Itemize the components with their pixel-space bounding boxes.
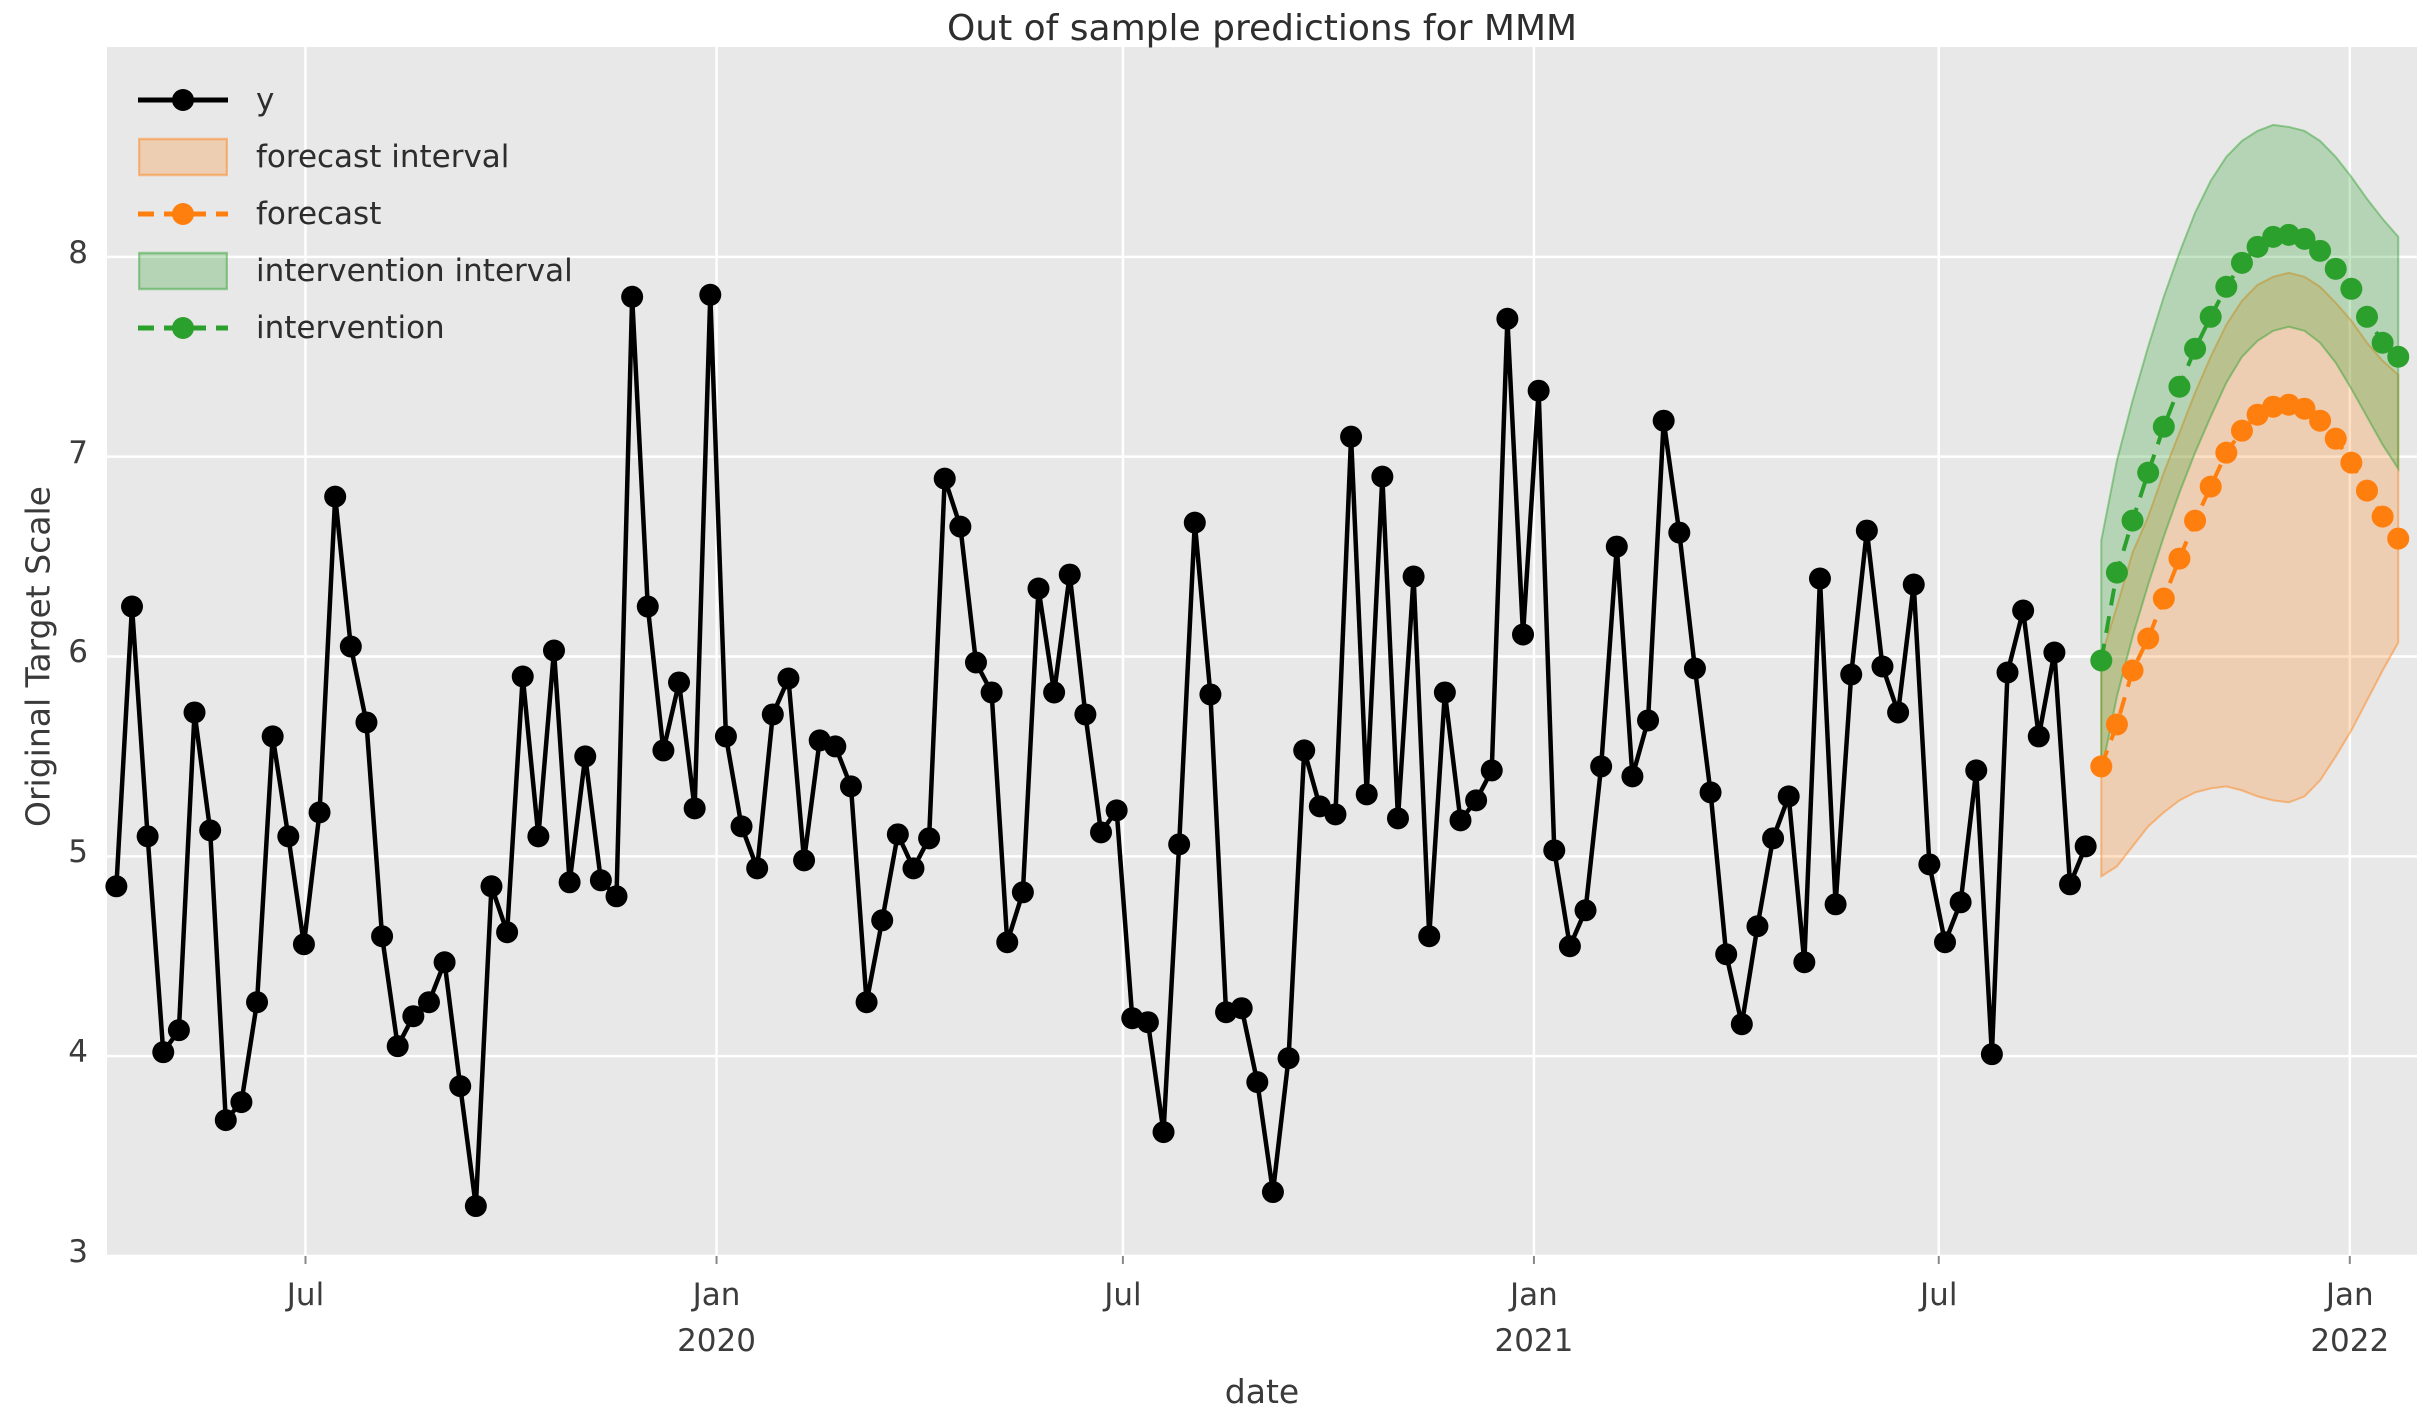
- line-marker-icon: [138, 78, 228, 122]
- y-tick-label: 8: [68, 234, 88, 271]
- x-axis-label: date: [1224, 1372, 1300, 1411]
- legend-label: y: [256, 82, 275, 118]
- patch-swatch-icon: [137, 135, 229, 179]
- legend-item-forecast: forecast: [138, 192, 573, 236]
- y-tick-label: 4: [68, 1034, 88, 1071]
- x-tick-label: Jul: [286, 1277, 325, 1313]
- y-tick-label: 7: [68, 434, 88, 471]
- legend-item-intervention: intervention: [138, 306, 573, 350]
- dashed-line-marker-icon: [138, 306, 228, 350]
- x-tick-label: Jul: [1104, 1277, 1142, 1313]
- legend: y forecast interval forecast: [137, 78, 573, 350]
- x-tick-label: Jan 2022: [2310, 1277, 2390, 1359]
- chart-title: Out of sample predictions for MMM: [946, 8, 1578, 49]
- x-tick-label: Jan 2020: [677, 1277, 756, 1359]
- x-tick-label: Jul: [1920, 1277, 1958, 1313]
- plot-area: [107, 47, 2417, 1256]
- y-tick-label: 6: [68, 634, 88, 671]
- y-tick-label: 3: [68, 1234, 88, 1270]
- y-tick-label: 5: [68, 834, 88, 871]
- legend-label: forecast interval: [256, 139, 510, 175]
- legend-label: forecast: [256, 196, 382, 232]
- legend-item-intervention-interval: intervention interval: [137, 249, 573, 293]
- x-tick-label: Jan 2021: [1494, 1277, 1574, 1359]
- legend-label: intervention: [256, 310, 445, 346]
- patch-swatch-icon: [137, 249, 229, 293]
- legend-label: intervention interval: [256, 253, 573, 289]
- legend-item-forecast-interval: forecast interval: [137, 135, 573, 179]
- dashed-line-marker-icon: [138, 192, 228, 236]
- legend-item-y: y: [138, 78, 573, 122]
